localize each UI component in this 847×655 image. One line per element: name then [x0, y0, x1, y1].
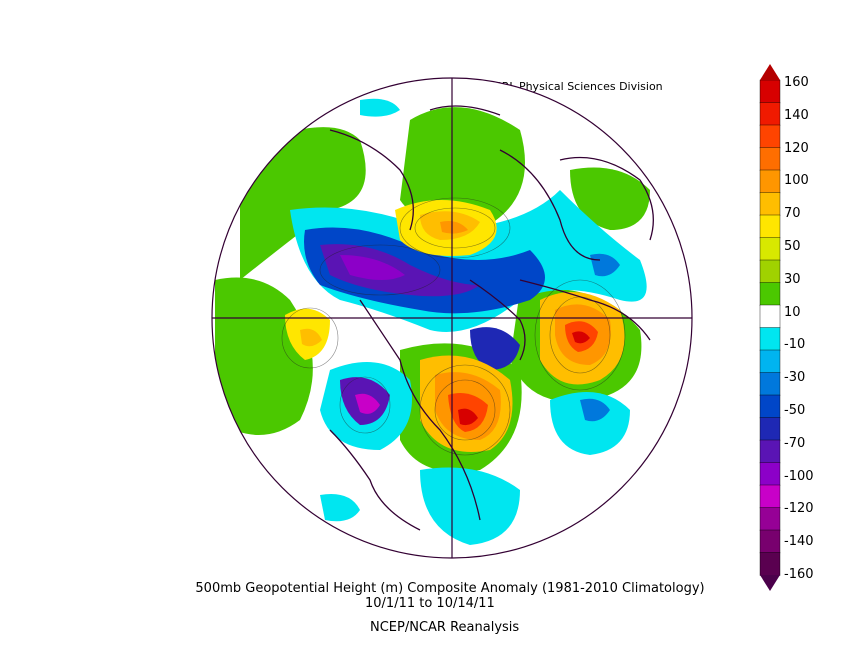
colorbar-tick-label: -160 [784, 567, 814, 582]
colorbar-tick-label: -120 [784, 501, 814, 517]
colorbar-swatch [759, 372, 781, 396]
colorbar-swatch [759, 417, 781, 441]
colorbar-tick-label: 10 [784, 304, 801, 320]
colorbar-tick-label: -100 [784, 468, 814, 484]
colorbar-swatch [759, 394, 781, 419]
colorbar-tick-label: 140 [784, 107, 809, 123]
colorbar-tick-label: 50 [784, 239, 801, 254]
colorbar-swatch [759, 192, 781, 216]
colorbar-swatch [759, 237, 781, 261]
colorbar-tick-label: -10 [784, 337, 806, 353]
caption-title: 500mb Geopotential Height (m) Composite … [195, 581, 705, 596]
colorbar-tick-label: 160 [784, 75, 809, 90]
colorbar-swatch [759, 259, 781, 284]
colorbar-tick-label: 120 [784, 140, 809, 156]
colorbar-swatch [759, 282, 781, 306]
colorbar-swatch [759, 349, 781, 374]
colorbar-top-arrow [760, 64, 780, 80]
colorbar-swatch [759, 439, 781, 464]
colorbar-swatch [759, 102, 781, 126]
colorbar-swatch [759, 79, 781, 104]
colorbar-swatch [759, 484, 781, 509]
colorbar-swatch [759, 507, 781, 531]
colorbar-swatches [759, 79, 781, 576]
colorbar-tick-label: 70 [784, 206, 801, 222]
colorbar-swatch [759, 169, 781, 194]
colorbar-tick-label: 30 [784, 271, 801, 287]
colorbar-tick-label: 100 [784, 173, 809, 189]
colorbar-tick-label: -140 [784, 534, 814, 550]
colorbar-bottom-arrow [760, 575, 780, 591]
colorbar-swatch [759, 552, 781, 576]
colorbar-swatch [759, 462, 781, 486]
colorbar-swatch [759, 147, 781, 171]
colorbar-swatch [759, 304, 781, 329]
colorbar-tick-label: -50 [784, 403, 806, 418]
caption-date-range: 10/1/11 to 10/14/11 [365, 596, 495, 611]
caption-source: NCEP/NCAR Reanalysis [370, 620, 520, 635]
colorbar-swatch [759, 214, 781, 239]
colorbar-tick-label: -30 [784, 370, 806, 386]
colorbar-swatch [759, 529, 781, 554]
colorbar-swatch [759, 327, 781, 351]
colorbar-tick-label: -70 [784, 435, 806, 451]
colorbar-swatch [759, 124, 781, 149]
